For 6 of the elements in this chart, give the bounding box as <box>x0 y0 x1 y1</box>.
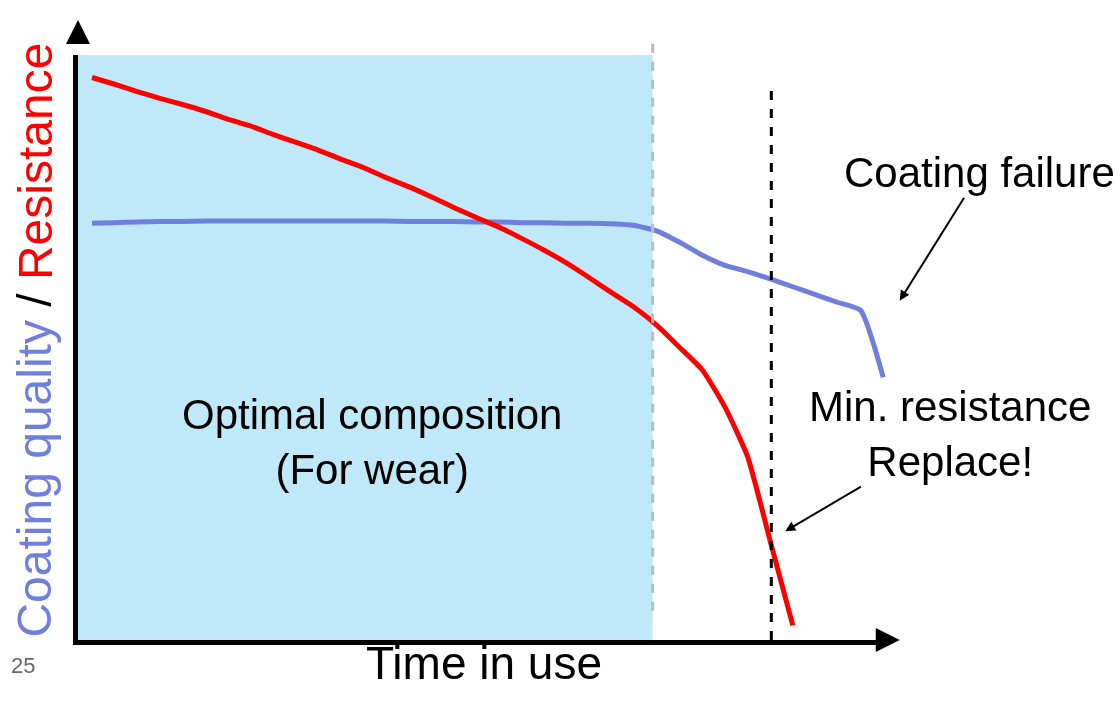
annotation: Coating failure <box>844 149 1115 196</box>
annotation: Min. resistance Replace! <box>809 383 1092 485</box>
y-axis-title: Coating quality / Resistance <box>8 42 62 638</box>
text: 25 <box>11 653 36 678</box>
annotation: Optimal composition (For wear) <box>182 391 563 493</box>
x-axis-title: Time in use <box>365 637 603 690</box>
